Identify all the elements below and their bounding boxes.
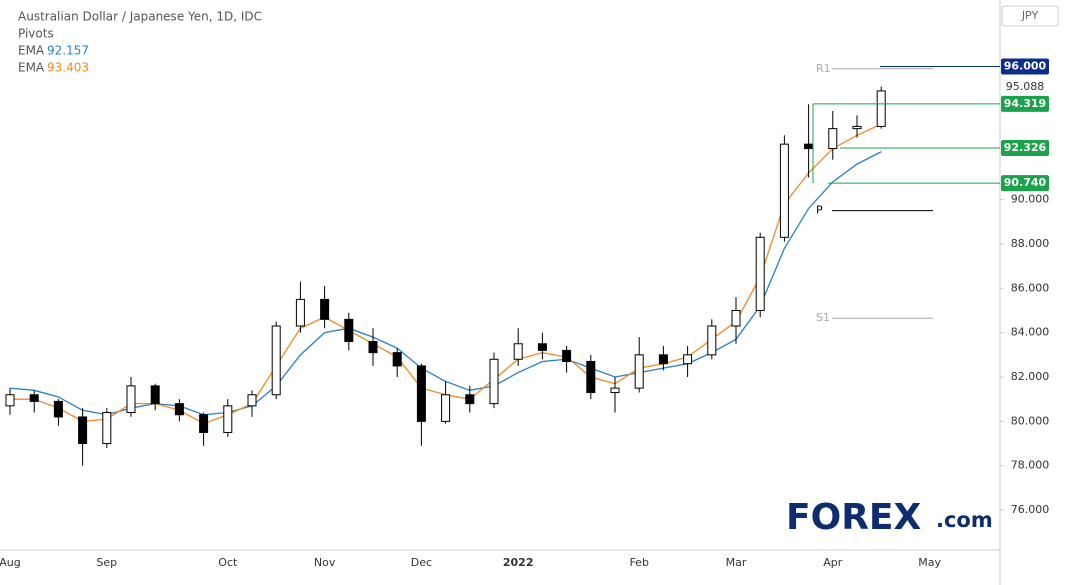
- candle-body: [513, 343, 523, 360]
- level-tag: [1001, 140, 1049, 157]
- pivot-label: S1: [816, 311, 830, 324]
- candle-body: [5, 394, 15, 407]
- candle-body: [852, 125, 862, 130]
- candle-body: [126, 385, 136, 413]
- candle-body: [441, 394, 451, 422]
- pivot-label: P: [816, 204, 823, 217]
- currency[interactable]: JPY: [1021, 9, 1039, 22]
- x-tick-label: 2022: [503, 556, 534, 569]
- logo-brand: FOREX: [786, 497, 922, 538]
- x-tick-label: Apr: [823, 556, 843, 569]
- candle-body: [610, 387, 620, 394]
- candle-body: [658, 354, 668, 365]
- candle-body: [876, 90, 886, 127]
- candle-body: [368, 341, 378, 354]
- y-tick-label: 76.000: [1011, 503, 1050, 516]
- candle-body: [392, 352, 402, 367]
- last-price-label: 95.088: [1006, 80, 1045, 93]
- ema-legend-value: 93.403: [47, 61, 89, 75]
- candle-body: [29, 394, 39, 402]
- candle-body: [586, 360, 596, 394]
- candle-body: [465, 394, 475, 405]
- candle-body: [271, 325, 281, 396]
- ema-legend: EMA: [18, 44, 45, 58]
- x-tick-label: Mar: [726, 556, 747, 569]
- candle-body: [683, 354, 693, 365]
- candle-body: [150, 385, 160, 405]
- level-label: 94.319: [1004, 97, 1046, 110]
- candle-body: [320, 298, 330, 320]
- logo: FOREX .com: [786, 497, 993, 538]
- candle-body: [416, 365, 426, 422]
- x-tick-label: May: [918, 556, 941, 569]
- level-label: 90.740: [1004, 176, 1047, 189]
- ema-legend: EMA: [18, 61, 45, 75]
- candle-body: [489, 358, 499, 405]
- candle-body: [102, 412, 112, 445]
- pivot-label: R1: [816, 62, 831, 75]
- candle-body: [779, 143, 789, 238]
- level-tag: [1001, 58, 1049, 75]
- candle-body: [174, 403, 184, 416]
- candle-body: [562, 349, 572, 362]
- x-tick-label: Sep: [96, 556, 117, 569]
- y-tick-label: 88.000: [1011, 237, 1050, 250]
- x-tick-label: Dec: [411, 556, 432, 569]
- candle-body: [804, 143, 814, 150]
- y-tick-label: 80.000: [1011, 414, 1050, 427]
- logo-suffix: .com: [936, 508, 993, 532]
- candle-body: [223, 405, 233, 433]
- x-tick-label: Oct: [218, 556, 238, 569]
- candle-body: [344, 318, 354, 343]
- candle-body: [731, 309, 741, 327]
- ema-legend-value: 92.157: [47, 44, 89, 58]
- candle-body: [828, 128, 838, 150]
- x-tick-label: Aug: [0, 556, 21, 569]
- y-tick-label: 84.000: [1011, 326, 1050, 339]
- candle-body: [53, 400, 63, 418]
- candle-body: [537, 343, 547, 351]
- candle-body: [634, 354, 644, 389]
- candle-body: [247, 394, 257, 407]
- level-label: 96.000: [1004, 60, 1047, 73]
- y-tick-label: 90.000: [1011, 193, 1050, 206]
- candle-body: [755, 236, 765, 311]
- candle-body: [78, 416, 88, 445]
- level-tag: [1001, 175, 1049, 192]
- x-tick-label: Nov: [314, 556, 336, 569]
- y-tick-label: 82.000: [1011, 370, 1050, 383]
- x-tick-label: Feb: [629, 556, 648, 569]
- level-label: 92.326: [1004, 141, 1047, 154]
- y-tick-label: 86.000: [1011, 281, 1050, 294]
- level-tag: [1001, 95, 1049, 112]
- candle-body: [707, 325, 717, 356]
- candle-body: [295, 298, 305, 327]
- candle-body: [199, 414, 209, 433]
- currency-box[interactable]: [1001, 5, 1059, 27]
- y-tick-label: 78.000: [1011, 459, 1050, 472]
- pivots-legend: Pivots: [18, 27, 54, 41]
- chart-title: Australian Dollar / Japanese Yen, 1D, ID…: [18, 10, 262, 24]
